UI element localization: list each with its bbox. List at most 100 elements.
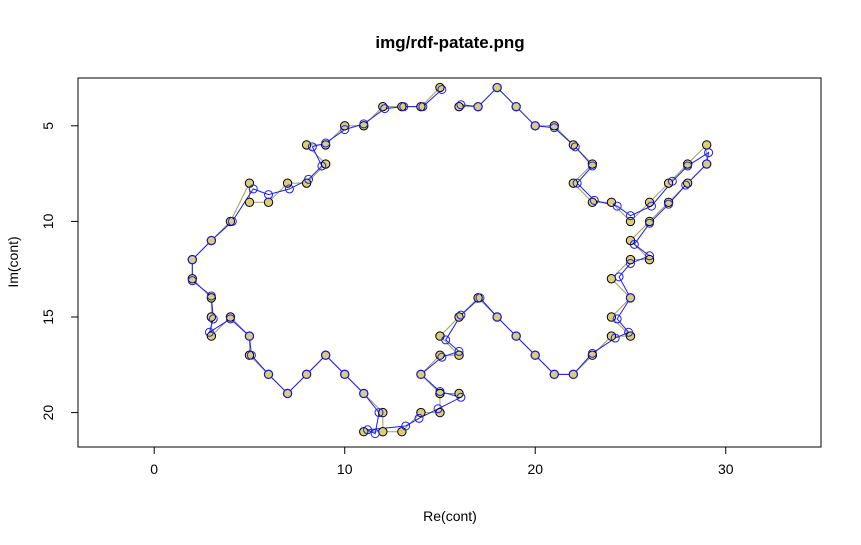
- reconstructed-point-marker: [646, 201, 656, 211]
- y-tick-label: 10: [40, 213, 56, 229]
- reconstructed-point-marker: [304, 174, 314, 184]
- reconstructed-point-marker: [206, 291, 216, 301]
- reconstructed-point-marker: [625, 293, 635, 303]
- original-point-marker: [244, 197, 255, 207]
- reconstructed-point-marker: [530, 350, 540, 360]
- reconstructed-point-marker: [612, 201, 622, 211]
- reconstructed-point-marker: [380, 104, 390, 114]
- reconstructed-point-marker: [549, 123, 559, 133]
- original-point-marker: [682, 178, 693, 188]
- reconstructed-point-marker: [511, 331, 521, 341]
- reconstructed-point-marker: [206, 236, 216, 246]
- reconstructed-point-marker: [511, 102, 521, 112]
- reconstructed-point-marker: [418, 102, 428, 112]
- reconstructed-point-marker: [610, 333, 620, 343]
- reconstructed-point-marker: [227, 216, 237, 226]
- reconstructed-point-marker: [414, 413, 424, 423]
- original-point-marker: [587, 159, 598, 169]
- original-point-marker: [206, 293, 217, 303]
- y-tick-label: 20: [40, 405, 56, 421]
- reconstructed-point-marker: [441, 335, 451, 345]
- original-point-marker: [454, 101, 464, 112]
- reconstructed-point-marker: [437, 84, 447, 94]
- original-point-marker: [416, 407, 426, 418]
- reconstructed-point-marker: [374, 408, 384, 418]
- original-point-marker: [301, 140, 312, 150]
- reconstructed-point-marker: [284, 184, 294, 194]
- original-point-marker: [416, 101, 426, 112]
- original-point-marker: [320, 140, 331, 150]
- reconstructed-point-marker: [568, 369, 578, 379]
- x-tick-label: 0: [150, 461, 158, 477]
- original-point-marker: [435, 82, 445, 93]
- original-point-marker: [435, 350, 445, 360]
- original-point-marker: [473, 293, 483, 303]
- reconstructed-point-marker: [416, 369, 426, 379]
- original-point-marker: [606, 274, 617, 284]
- y-tick-label: 15: [40, 309, 56, 325]
- original-point-marker: [663, 197, 674, 207]
- reconstructed-point-marker: [570, 142, 580, 152]
- reconstructed-point-marker: [433, 404, 443, 414]
- original-point-marker: [587, 350, 598, 360]
- reconstructed-point-marker: [307, 142, 317, 152]
- reconstructed-point-marker: [359, 119, 369, 129]
- reconstructed-point-marker: [645, 251, 655, 261]
- reconstructed-point-marker: [589, 195, 599, 205]
- x-tick-label: 20: [527, 461, 543, 477]
- reconstructed-point-marker: [208, 314, 218, 324]
- reconstructed-point-marker: [456, 392, 466, 402]
- reconstructed-point-marker: [612, 314, 622, 324]
- reconstructed-point-marker: [435, 387, 445, 397]
- y-tick-label: 5: [40, 122, 56, 130]
- original-point-marker: [282, 178, 293, 188]
- series-points: [187, 82, 714, 439]
- x-tick-label: 30: [718, 461, 734, 477]
- original-point-marker: [549, 121, 559, 131]
- reconstructed-point-marker: [456, 100, 466, 110]
- reconstructed-point-marker: [667, 176, 677, 186]
- reconstructed-point-marker: [629, 239, 639, 249]
- original-point-marker: [206, 312, 217, 322]
- reconstructed-point-marker: [248, 184, 258, 194]
- reconstructed-point-marker: [370, 429, 380, 439]
- reconstructed-point-marker: [246, 350, 256, 360]
- original-point-marker: [359, 121, 369, 131]
- reconstructed-point-marker: [681, 180, 691, 190]
- reconstructed-point-marker: [492, 83, 502, 93]
- original-point-marker: [378, 101, 388, 112]
- original-point-marker: [263, 197, 274, 207]
- reconstructed-point-marker: [456, 310, 466, 320]
- reconstructed-point-marker: [363, 425, 373, 435]
- reconstructed-point-marker: [264, 369, 274, 379]
- reconstructed-point-marker: [340, 125, 350, 135]
- reconstructed-point-marker: [625, 258, 635, 268]
- reconstructed-point-marker: [683, 161, 693, 171]
- reconstructed-point-marker: [340, 369, 350, 379]
- reconstructed-point-marker: [473, 102, 483, 112]
- reconstructed-point-marker: [359, 388, 369, 398]
- original-point-marker: [397, 101, 407, 112]
- reconstructed-point-marker: [572, 178, 582, 188]
- reconstructed-point-marker: [492, 312, 502, 322]
- original-point-marker: [187, 274, 198, 284]
- x-tick-label: 10: [337, 461, 353, 477]
- original-point-marker: [244, 178, 255, 188]
- original-point-marker: [225, 216, 236, 227]
- reconstructed-point-marker: [454, 346, 464, 356]
- original-point-marker: [378, 427, 388, 437]
- original-point-marker: [568, 140, 579, 150]
- reconstructed-point-marker: [225, 314, 235, 324]
- x-axis: 0 10 20 30: [150, 446, 734, 477]
- reconstructed-point-marker: [264, 190, 274, 200]
- reconstructed-point-marker: [302, 369, 312, 379]
- reconstructed-point-marker: [530, 121, 540, 131]
- reconstructed-point-marker: [625, 211, 635, 221]
- reconstructed-point-marker: [664, 199, 674, 209]
- reconstructed-point-marker: [317, 161, 327, 171]
- reconstructed-point-marker: [321, 350, 331, 360]
- reconstructed-point-marker: [645, 218, 655, 228]
- chart-title: img/rdf-patate.png: [375, 33, 524, 52]
